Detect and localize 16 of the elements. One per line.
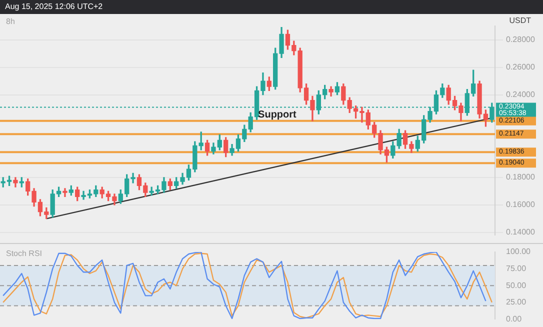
chart-title: 8h [6,17,15,26]
y-tick-label: 100.00 [506,247,532,256]
y-tick-label: 0.16000 [506,200,536,210]
y-tick-label: 0.14000 [506,228,536,237]
y-tick-label: 0.28000 [506,34,536,44]
annotation: Support [258,109,298,120]
y-tick-label: 25.00 [506,298,527,307]
y-tick-label: 50.00 [506,280,527,290]
y-tick-label: 0.26000 [506,62,536,72]
y-tick-label: 75.00 [506,264,527,274]
y-tick-label: 0.00 [506,314,522,324]
chart-title: Stoch RSI [6,249,42,258]
y-axis-title: USDT [509,16,531,25]
y-tick-label: 0.24000 [506,90,536,100]
y-tick-label: 0.18000 [506,172,536,182]
text: Aug 15, 2025 12:06 UTC+2 [0,0,543,14]
